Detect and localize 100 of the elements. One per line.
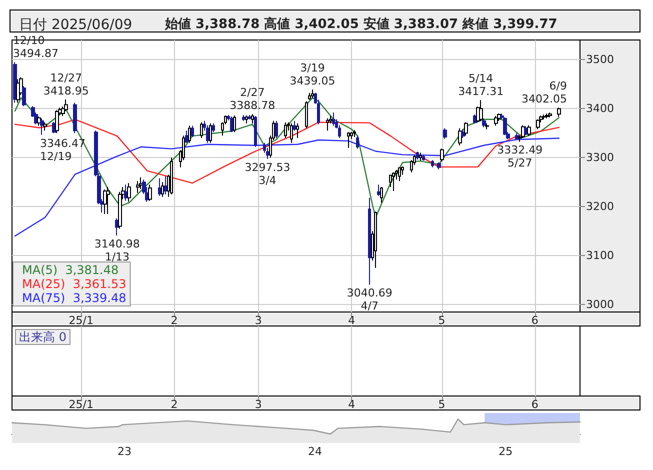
candlestick (73, 102, 77, 134)
candlestick (437, 162, 441, 170)
chart-title: 日付 2025/06/09 (19, 17, 132, 33)
x-tick-label: 24 (308, 445, 322, 458)
text: MA(25) 3,361.53 (22, 277, 126, 291)
candlestick (296, 122, 299, 139)
candlestick (482, 118, 486, 128)
candlestick (398, 166, 401, 182)
candlestick (443, 128, 447, 140)
x-tick-label: 5 (438, 314, 446, 327)
candlestick (527, 124, 531, 137)
text: 6 (531, 398, 538, 411)
candlestick (124, 184, 128, 202)
line-series (14, 118, 560, 184)
candlestick (200, 122, 203, 139)
candlestick (127, 182, 131, 202)
candlestick (209, 122, 212, 144)
candlestick (284, 122, 287, 139)
candlestick (115, 218, 119, 236)
candlestick (206, 124, 209, 144)
candlestick (431, 160, 434, 168)
candlestick (37, 116, 41, 126)
chart-subtitle: 始値 3,388.78 高値 3,402.05 安値 3,383.07 終値 3,399.77 (164, 16, 558, 32)
candlestick (380, 186, 383, 204)
candlestick (158, 178, 161, 196)
x-tick-label: 25 (498, 445, 513, 458)
y-tick-label: 3100 (586, 249, 614, 262)
candlestick (422, 154, 425, 162)
candlestick (64, 98, 68, 112)
y-tick-label: 3000 (586, 298, 614, 312)
y-tick-label: 3300 (586, 151, 614, 164)
candlestick (191, 125, 194, 138)
x-tick-label: 23 (117, 445, 132, 458)
text: 2 (170, 398, 178, 411)
text: MA(75) 3,339.48 (22, 291, 126, 305)
candlestick (148, 184, 152, 202)
candlestick (16, 78, 20, 104)
candlestick (40, 118, 44, 136)
candlestick (106, 186, 110, 214)
candlestick (266, 147, 269, 160)
y-tick-label: 3500 (586, 53, 614, 66)
candlestick (326, 118, 329, 132)
candlestick (461, 128, 465, 139)
text: 5 (438, 398, 446, 411)
candlestick (353, 130, 356, 138)
candlestick (542, 114, 546, 120)
annotation: 3297.53 3/4 (244, 160, 290, 187)
candlestick (13, 62, 17, 104)
annotation: 3/19 3439.05 (290, 61, 336, 88)
candlestick (290, 122, 293, 144)
candlestick (368, 197, 371, 286)
candlestick (347, 132, 350, 148)
candlestick (464, 122, 468, 136)
candlestick (245, 114, 248, 124)
candlestick (536, 118, 540, 130)
text: 3 (254, 398, 262, 411)
candlestick (136, 180, 140, 194)
candlestick (161, 182, 164, 198)
annotation: 5/14 3417.31 (458, 72, 504, 98)
candlestick (248, 114, 251, 120)
candlestick (118, 191, 122, 230)
candlestick (275, 120, 278, 139)
annotation: 3346.47 12/19 (40, 136, 86, 163)
candlestick (22, 86, 26, 107)
candlestick (164, 176, 167, 195)
candlestick (515, 132, 519, 140)
annotation: 3140.98 1/13 (94, 238, 140, 264)
candlestick (332, 112, 335, 126)
candlestick (479, 100, 483, 122)
x-tick-label: 4 (348, 314, 356, 327)
candlestick (103, 188, 107, 214)
text: MA(5) 3,381.48 (22, 263, 119, 277)
candlestick (311, 88, 314, 98)
candlestick (503, 116, 507, 136)
x-tick-label: 3 (254, 314, 262, 327)
candlestick (440, 148, 444, 162)
candlestick (188, 125, 191, 144)
candlestick (458, 128, 462, 146)
candlestick (251, 114, 254, 124)
candlestick (305, 100, 308, 129)
annotation: 3040.69 4/7 (346, 286, 392, 313)
candlestick (242, 114, 245, 122)
candlestick (494, 115, 498, 126)
x-tick-label: 6 (531, 314, 538, 327)
candlestick (254, 115, 257, 148)
candlestick (416, 151, 419, 160)
candlestick (293, 120, 296, 132)
candlestick (545, 113, 549, 119)
candlestick (389, 174, 392, 188)
candlestick (356, 135, 359, 150)
candlestick (185, 130, 188, 144)
text: 出来高 0 (19, 330, 66, 344)
candlestick (374, 211, 377, 268)
candlestick (548, 112, 552, 118)
annotation: 3332.49 5/27 (497, 144, 543, 170)
candlestick (308, 92, 311, 100)
candlestick (139, 176, 143, 190)
annotation: 2/27 3388.78 (230, 86, 276, 112)
x-tick-label: 2 (170, 314, 178, 327)
candlestick (392, 172, 395, 192)
